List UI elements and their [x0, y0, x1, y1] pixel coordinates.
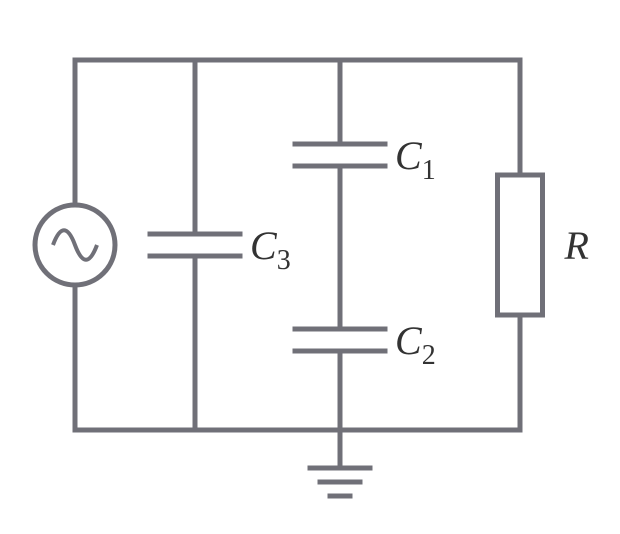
ac-source-symbol	[53, 230, 97, 259]
resistor	[498, 175, 543, 315]
label-r: R	[564, 223, 589, 268]
label-c3: C3	[250, 223, 291, 276]
label-c2: C2	[395, 318, 436, 371]
circuit-diagram: C3 C1 C2 R	[0, 0, 620, 534]
label-c1: C1	[395, 133, 436, 186]
